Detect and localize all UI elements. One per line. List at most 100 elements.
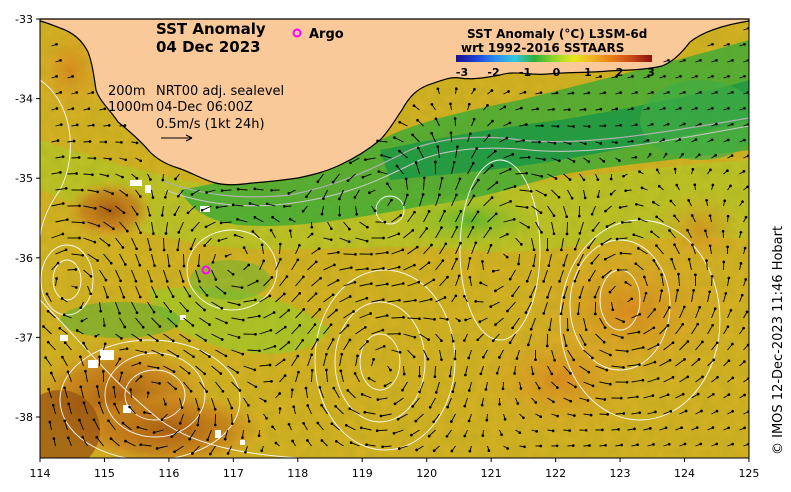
current-arrow [675, 290, 679, 303]
current-arrow-head [726, 245, 729, 249]
current-arrow [495, 317, 504, 325]
current-arrow-head [368, 191, 371, 195]
current-arrow-head [552, 108, 555, 111]
current-arrow [547, 365, 553, 375]
current-arrow-head [253, 216, 257, 219]
current-arrow-head [637, 217, 641, 221]
current-arrow [403, 230, 414, 239]
current-arrow-head [668, 229, 671, 232]
current-arrow-head [721, 230, 725, 233]
current-arrow-head [577, 214, 581, 218]
current-arrow-head [638, 170, 641, 173]
current-arrow-head [191, 452, 194, 455]
current-arrow [295, 245, 300, 255]
current-arrow [338, 189, 344, 200]
current-arrow-head [411, 229, 415, 232]
current-arrow [674, 244, 680, 255]
current-arrow-head [608, 382, 612, 386]
current-arrow [346, 424, 356, 431]
current-arrow [211, 301, 223, 309]
current-arrow [675, 324, 684, 335]
current-arrow-head [410, 433, 413, 437]
current-arrow-head [552, 232, 556, 236]
current-arrow [231, 349, 243, 355]
current-arrow-head [164, 232, 168, 235]
x-tick-label: 118 [287, 467, 308, 480]
current-arrow-head [440, 339, 443, 343]
current-arrow [47, 310, 56, 319]
current-arrow-head [63, 386, 66, 390]
current-arrow [711, 276, 713, 287]
argo-legend-marker [292, 28, 302, 38]
current-arrow-head [704, 229, 707, 233]
current-arrow-head [619, 396, 623, 400]
current-arrow [447, 397, 452, 408]
current-arrow [122, 422, 132, 431]
current-arrow-head [652, 443, 655, 446]
current-arrow-head [705, 198, 708, 202]
current-arrow-head [631, 107, 634, 110]
current-arrow-head [540, 124, 544, 128]
current-arrow [323, 264, 335, 271]
current-arrow-head [135, 311, 139, 315]
current-arrow [483, 197, 493, 207]
current-arrow [317, 422, 324, 431]
current-arrow [407, 317, 420, 320]
argo-float-marker[interactable] [201, 265, 211, 275]
current-arrow [579, 221, 584, 234]
current-arrow-head [310, 225, 314, 229]
current-arrow-head [55, 107, 59, 110]
current-arrow-head [710, 138, 714, 142]
current-arrow-head [62, 313, 66, 317]
current-arrow [615, 317, 624, 323]
current-arrow [487, 213, 497, 223]
current-arrow-head [458, 177, 462, 181]
current-arrow [115, 301, 120, 314]
current-arrow-head [55, 75, 58, 78]
current-arrow [563, 205, 568, 217]
current-arrow-head [664, 426, 668, 430]
current-arrow-head [655, 244, 658, 247]
current-arrow-head [491, 339, 495, 343]
map-date: 04 Dec 2023 [156, 38, 261, 56]
current-arrow-head [476, 178, 480, 182]
current-arrow [151, 317, 161, 327]
current-arrow [691, 290, 695, 303]
current-arrow [387, 266, 400, 271]
current-arrow-head [714, 153, 718, 157]
current-arrow [50, 372, 56, 383]
current-arrow-head [314, 292, 318, 295]
current-arrow [397, 413, 408, 420]
current-arrow-head [517, 262, 520, 266]
current-arrow-head [220, 338, 224, 341]
current-arrow-head [430, 243, 433, 247]
current-arrow-head [683, 442, 687, 446]
current-arrow [602, 269, 612, 278]
current-arrow [451, 194, 457, 207]
current-arrow [631, 412, 640, 415]
current-arrow-head [630, 297, 634, 301]
current-arrow [45, 357, 52, 367]
current-arrow [291, 324, 301, 335]
current-arrow-head [365, 296, 369, 300]
current-arrow [695, 341, 703, 351]
current-arrow-head [44, 356, 47, 359]
current-arrow-head [118, 311, 121, 315]
current-arrow-head [258, 349, 261, 353]
current-arrow-head [336, 278, 340, 282]
current-arrow [99, 205, 111, 212]
current-arrow-head [173, 213, 177, 216]
legend-title: SST Anomaly (°C) L3SM-6d [467, 27, 647, 41]
current-arrow [362, 393, 372, 399]
current-arrow-head [306, 439, 309, 442]
current-arrow-head [583, 108, 587, 111]
current-arrow-head [385, 282, 389, 286]
current-arrow-head [462, 294, 466, 298]
current-arrow-head [599, 142, 603, 145]
current-arrow-head [75, 329, 79, 332]
current-arrow [679, 341, 689, 351]
current-arrow [323, 354, 327, 367]
current-arrow [215, 381, 224, 392]
current-arrow [419, 228, 428, 239]
current-arrow-head [591, 384, 595, 388]
